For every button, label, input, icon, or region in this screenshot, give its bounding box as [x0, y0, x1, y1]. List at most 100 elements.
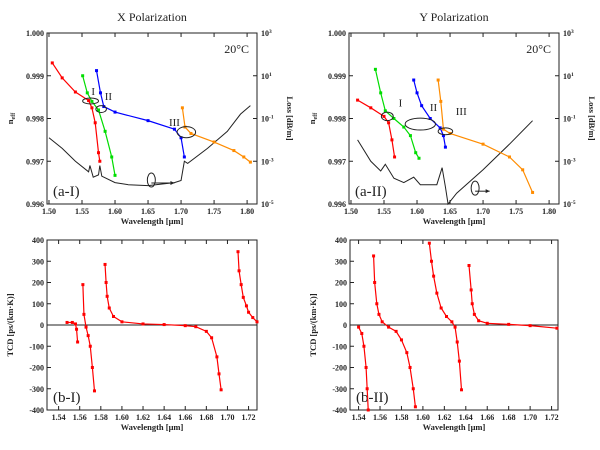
- data-point: [380, 320, 384, 324]
- data-point: [382, 114, 386, 118]
- x-tick-label: 1.66: [480, 413, 494, 422]
- temperature-label: 20°C: [224, 42, 249, 56]
- y-axis-label-base: n: [5, 119, 15, 124]
- y2-tick-label: 103: [563, 29, 574, 38]
- data-point: [146, 119, 150, 123]
- y-tick-label: 200: [32, 279, 44, 288]
- y-tick-label: 0.999: [328, 72, 346, 81]
- x-tick-label: 1.55: [75, 207, 89, 216]
- data-point: [210, 336, 214, 340]
- data-point: [113, 173, 117, 177]
- y2-tick-exponent: -5: [269, 200, 274, 206]
- data-point: [255, 320, 259, 324]
- data-point: [477, 319, 481, 323]
- y-tick-label: 0.999: [26, 72, 44, 81]
- data-point: [377, 312, 381, 316]
- series-1: [81, 283, 96, 393]
- x-tick-label: 1.66: [178, 413, 192, 422]
- data-point: [405, 351, 409, 355]
- data-point: [90, 366, 94, 369]
- x-tick-label: 1.58: [394, 413, 408, 422]
- data-point: [485, 321, 489, 325]
- series-3: [436, 78, 535, 194]
- data-point: [248, 160, 252, 164]
- y-tick-label: -300: [29, 385, 44, 394]
- data-point: [85, 91, 89, 95]
- data-point: [472, 312, 476, 316]
- series-line: [82, 284, 96, 391]
- data-point: [394, 329, 398, 333]
- data-point: [95, 69, 99, 73]
- y2-tick-exponent: -5: [571, 200, 576, 206]
- data-point: [104, 281, 108, 284]
- data-point: [239, 283, 243, 287]
- data-point: [412, 78, 416, 82]
- y-axis-label: neff: [307, 112, 319, 124]
- y-tick-label: 0.996: [328, 200, 346, 209]
- y2-tick-exponent: -1: [269, 115, 274, 121]
- data-point: [183, 324, 187, 328]
- data-point: [413, 405, 417, 409]
- series-2: [103, 262, 223, 392]
- y-tick-label: 100: [32, 300, 44, 309]
- y-axis-label-subscript: eff: [11, 112, 17, 120]
- data-point: [242, 155, 246, 159]
- y2-axis-label: Loss [dB/m]: [285, 96, 295, 140]
- data-point: [236, 250, 240, 254]
- y-tick-label: -100: [332, 342, 347, 351]
- data-point: [105, 294, 109, 298]
- y-axis-label: TCD [ps/(km·K)]: [5, 293, 15, 356]
- data-point: [120, 320, 124, 324]
- y2-tick-label: 10-3: [261, 157, 274, 166]
- series-1: [81, 74, 117, 177]
- chart-title: X Polarization: [117, 10, 187, 24]
- data-point: [204, 329, 208, 333]
- data-point: [393, 155, 397, 159]
- y-tick-label: -200: [29, 364, 44, 373]
- x-tick-label: 1.50: [42, 207, 56, 216]
- series-line: [372, 255, 416, 407]
- data-point: [93, 121, 97, 125]
- data-point: [65, 320, 69, 324]
- data-point: [247, 310, 251, 314]
- series-1: [372, 254, 417, 409]
- data-point: [90, 99, 94, 103]
- data-point: [103, 129, 107, 133]
- data-point: [531, 190, 535, 194]
- y2-tick-label: 10-1: [261, 115, 274, 124]
- region-label: II: [105, 91, 113, 103]
- y-tick-label: 200: [335, 279, 347, 288]
- data-point: [399, 338, 403, 342]
- data-point: [217, 372, 221, 376]
- data-point: [402, 125, 406, 129]
- temperature-label: 20°C: [526, 42, 551, 56]
- loss-axis-marker: [470, 180, 480, 196]
- data-point: [470, 302, 474, 306]
- data-point: [414, 151, 418, 155]
- series-line: [437, 79, 534, 193]
- x-tick-label: 1.68: [502, 413, 516, 422]
- y2-tick-label: 10-3: [563, 157, 576, 166]
- series-0: [50, 61, 102, 163]
- y2-tick-label: 101: [563, 72, 574, 81]
- x-tick-label: 1.70: [523, 413, 537, 422]
- x-tick-label: 1.64: [157, 413, 171, 422]
- y-tick-label: 100: [335, 300, 347, 309]
- y2-tick-exponent: -1: [571, 115, 576, 121]
- data-point: [172, 127, 176, 131]
- region-label: II: [430, 102, 438, 114]
- data-point: [113, 110, 117, 114]
- data-point: [86, 334, 90, 338]
- y-tick-label: 400: [32, 236, 44, 245]
- data-point: [75, 327, 79, 331]
- x-tick-label: 1.56: [73, 413, 87, 422]
- data-point: [555, 326, 559, 330]
- region-ellipse: [176, 126, 197, 139]
- data-point: [457, 359, 461, 363]
- series-3: [467, 264, 559, 330]
- y2-tick-label: 10-1: [563, 115, 576, 124]
- y-tick-label: 300: [335, 257, 347, 266]
- data-point: [364, 366, 368, 369]
- data-point: [362, 344, 366, 348]
